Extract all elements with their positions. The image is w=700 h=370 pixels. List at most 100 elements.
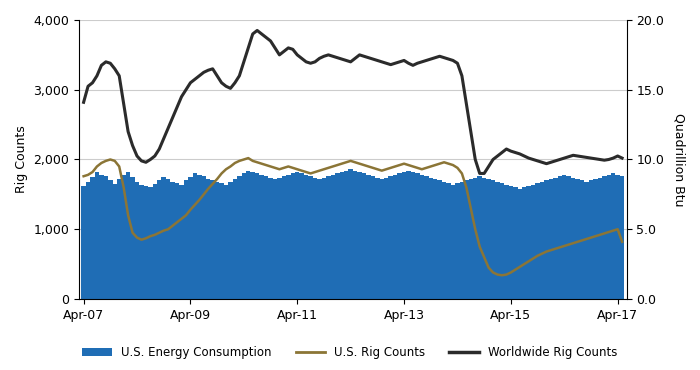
Bar bbox=[202, 176, 206, 299]
Bar bbox=[326, 176, 330, 299]
Bar bbox=[415, 174, 419, 299]
Bar bbox=[375, 178, 379, 299]
Bar bbox=[620, 176, 624, 299]
Bar bbox=[295, 172, 300, 299]
Bar bbox=[366, 175, 371, 299]
Bar bbox=[162, 177, 166, 299]
Bar bbox=[544, 181, 549, 299]
Bar bbox=[340, 172, 344, 299]
Bar bbox=[606, 175, 611, 299]
Bar bbox=[477, 176, 482, 299]
Bar bbox=[273, 179, 277, 299]
Bar bbox=[183, 181, 188, 299]
Bar bbox=[389, 176, 393, 299]
Bar bbox=[117, 179, 121, 299]
Bar bbox=[241, 174, 246, 299]
Bar bbox=[344, 171, 349, 299]
Bar bbox=[144, 186, 148, 299]
Bar bbox=[393, 175, 398, 299]
Bar bbox=[566, 176, 571, 299]
Bar bbox=[304, 175, 309, 299]
Bar bbox=[335, 174, 340, 299]
Bar bbox=[402, 172, 406, 299]
Bar bbox=[384, 178, 388, 299]
Bar bbox=[562, 175, 566, 299]
Bar bbox=[330, 175, 335, 299]
Bar bbox=[531, 185, 536, 299]
Bar bbox=[264, 176, 268, 299]
Bar bbox=[455, 183, 460, 299]
Bar bbox=[135, 182, 139, 299]
Y-axis label: Quadrillion Btu: Quadrillion Btu bbox=[672, 113, 685, 206]
Bar bbox=[281, 176, 286, 299]
Bar bbox=[575, 179, 580, 299]
Bar bbox=[379, 179, 384, 299]
Bar bbox=[438, 181, 442, 299]
Bar bbox=[179, 185, 183, 299]
Bar bbox=[540, 182, 544, 299]
Bar bbox=[130, 177, 135, 299]
Bar bbox=[447, 183, 451, 299]
Bar bbox=[224, 185, 228, 299]
Bar bbox=[268, 178, 273, 299]
Bar bbox=[121, 175, 126, 299]
Bar bbox=[353, 171, 357, 299]
Bar bbox=[153, 184, 157, 299]
Bar bbox=[139, 185, 144, 299]
Bar bbox=[602, 176, 606, 299]
Bar bbox=[300, 174, 304, 299]
Bar bbox=[504, 185, 509, 299]
Bar bbox=[322, 178, 326, 299]
Bar bbox=[104, 176, 108, 299]
Bar bbox=[496, 182, 500, 299]
Bar bbox=[522, 187, 526, 299]
Bar bbox=[491, 181, 496, 299]
Bar bbox=[126, 172, 130, 299]
Bar bbox=[406, 171, 411, 299]
Bar bbox=[99, 175, 104, 299]
Bar bbox=[86, 182, 90, 299]
Bar bbox=[371, 176, 375, 299]
Bar bbox=[286, 175, 290, 299]
Bar bbox=[517, 189, 522, 299]
Bar bbox=[357, 172, 362, 299]
Bar bbox=[277, 178, 281, 299]
Bar bbox=[513, 187, 517, 299]
Bar bbox=[419, 175, 424, 299]
Bar bbox=[197, 175, 202, 299]
Bar bbox=[584, 182, 589, 299]
Bar bbox=[148, 187, 153, 299]
Bar bbox=[255, 174, 260, 299]
Bar bbox=[536, 183, 540, 299]
Bar bbox=[193, 174, 197, 299]
Bar bbox=[460, 182, 464, 299]
Bar bbox=[598, 178, 602, 299]
Bar bbox=[215, 182, 219, 299]
Bar bbox=[246, 171, 251, 299]
Bar bbox=[290, 174, 295, 299]
Bar bbox=[526, 186, 531, 299]
Bar bbox=[611, 174, 615, 299]
Bar bbox=[108, 181, 113, 299]
Bar bbox=[175, 183, 179, 299]
Bar bbox=[615, 175, 620, 299]
Bar bbox=[260, 175, 264, 299]
Bar bbox=[482, 178, 486, 299]
Bar bbox=[166, 179, 170, 299]
Bar bbox=[553, 178, 558, 299]
Bar bbox=[580, 181, 584, 299]
Bar bbox=[411, 172, 415, 299]
Bar bbox=[398, 174, 402, 299]
Bar bbox=[500, 183, 504, 299]
Bar bbox=[211, 181, 215, 299]
Legend: U.S. Energy Consumption, U.S. Rig Counts, Worldwide Rig Counts: U.S. Energy Consumption, U.S. Rig Counts… bbox=[78, 342, 622, 364]
Bar bbox=[309, 176, 313, 299]
Bar bbox=[349, 169, 353, 299]
Bar bbox=[157, 181, 162, 299]
Bar bbox=[442, 182, 447, 299]
Bar bbox=[94, 172, 99, 299]
Bar bbox=[206, 179, 211, 299]
Bar bbox=[362, 174, 366, 299]
Bar bbox=[317, 179, 322, 299]
Bar bbox=[232, 179, 237, 299]
